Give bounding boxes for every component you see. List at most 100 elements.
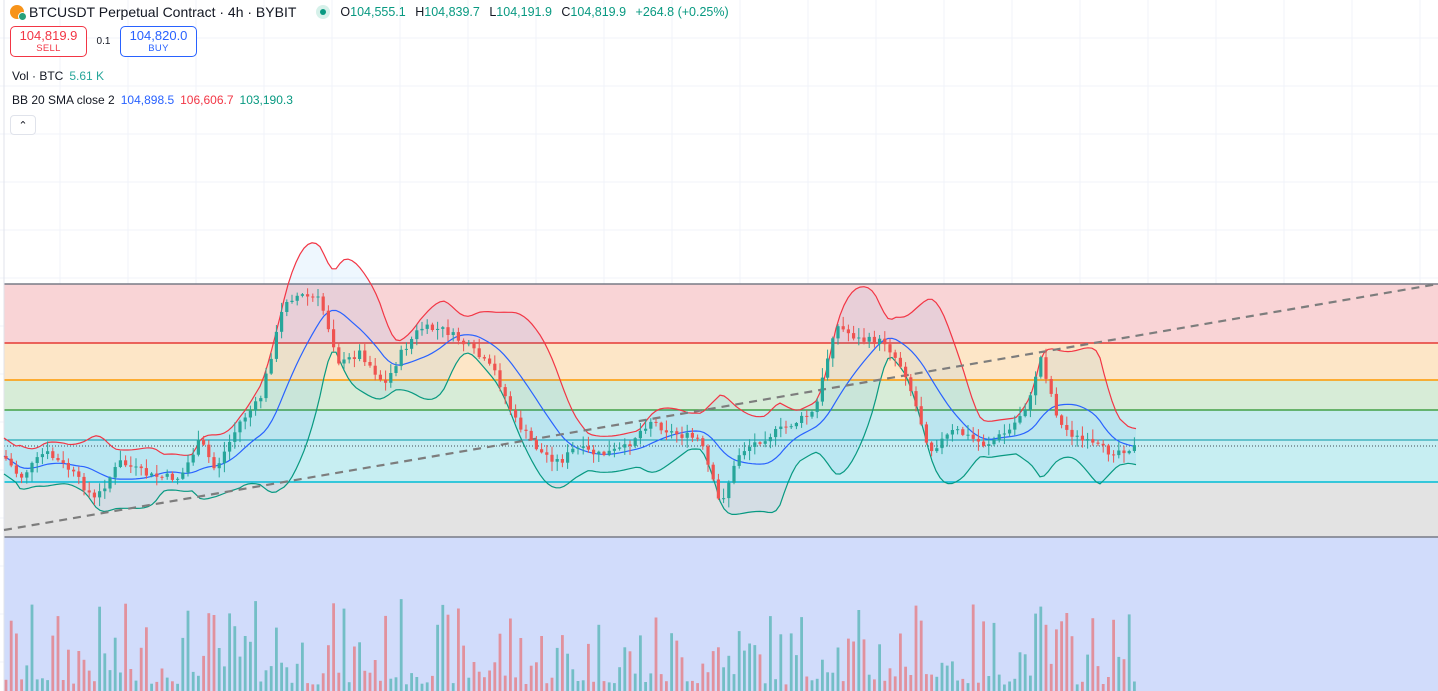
volume-bar	[25, 665, 29, 691]
volume-bar	[4, 679, 8, 691]
zone-orange	[4, 343, 1438, 380]
candle-body	[888, 344, 892, 353]
symbol-title[interactable]: BTCUSDT Perpetual Contract · 4h · BYBIT	[29, 4, 297, 20]
volume-bar	[1112, 619, 1115, 691]
candle-body	[92, 492, 96, 498]
bb-upper-value: 106,606.7	[180, 93, 234, 107]
candle-body	[560, 459, 564, 463]
volume-bar	[420, 683, 424, 691]
candle-body	[831, 338, 835, 359]
volume-bar	[316, 684, 320, 691]
candle-body	[732, 465, 736, 483]
volume-bar	[373, 660, 377, 691]
volume-bar	[659, 674, 663, 691]
bitcoin-logo-icon	[10, 5, 27, 21]
candle-body	[581, 446, 585, 448]
volume-bar	[264, 670, 268, 691]
candle-body	[540, 449, 544, 453]
volume-bar	[82, 659, 86, 691]
volume-bar	[1034, 613, 1037, 691]
volume-bar	[961, 678, 965, 691]
volume-bar	[987, 676, 991, 691]
candle-body	[722, 498, 726, 500]
buy-button[interactable]: 104,820.0 BUY	[120, 26, 197, 57]
bb-upper-line	[3, 242, 1137, 456]
sell-button[interactable]: 104,819.9 SELL	[10, 26, 87, 57]
volume-bar	[763, 683, 767, 691]
candle-body	[820, 377, 824, 402]
collapse-legend-button[interactable]: ⌃	[10, 115, 36, 135]
candle-body	[1106, 445, 1110, 455]
volume-bar	[472, 662, 476, 691]
volume-bar	[529, 665, 533, 691]
volume-bar	[9, 620, 13, 691]
candle-body	[66, 463, 70, 470]
volume-bar	[925, 674, 928, 691]
volume-label: Vol · BTC	[12, 69, 64, 83]
volume-bar	[477, 671, 481, 691]
candle-body	[753, 442, 757, 447]
bb-label: BB 20 SMA close 2	[12, 93, 115, 107]
volume-bar	[555, 647, 559, 691]
candle-body	[680, 434, 684, 438]
volume-bar	[1117, 656, 1121, 691]
volume-bar	[457, 608, 460, 691]
candle-body	[56, 458, 60, 461]
candle-body	[467, 343, 471, 345]
candle-body	[300, 294, 304, 296]
volume-bar	[1091, 618, 1095, 691]
volume-bar	[654, 617, 658, 691]
candle-body	[701, 438, 705, 447]
volume-bar	[1133, 681, 1136, 691]
candle-body	[935, 448, 939, 452]
volume-bar	[883, 680, 887, 691]
candle-body	[35, 457, 39, 463]
bollinger-indicator-legend[interactable]: BB 20 SMA close 2 104,898.5 106,606.7 103,1…	[12, 93, 293, 107]
volume-bar	[841, 681, 845, 691]
volume-bar	[290, 682, 294, 691]
volume-bar	[644, 682, 647, 691]
candle-body	[1117, 450, 1121, 456]
candle-body	[176, 478, 180, 480]
candle-body	[836, 326, 840, 339]
volume-bar	[41, 678, 44, 691]
candle-body	[945, 434, 949, 439]
candle-body	[202, 439, 206, 445]
candle-body	[1065, 425, 1069, 430]
volume-bar	[602, 681, 606, 691]
volume-bar	[124, 603, 127, 691]
candle-body	[940, 438, 944, 449]
candle-body	[690, 432, 694, 438]
volume-bar	[997, 674, 1001, 691]
trend-line[interactable]	[3, 282, 1438, 532]
candle-body	[462, 340, 466, 345]
candle-body	[503, 387, 507, 397]
candle-body	[1008, 429, 1012, 434]
volume-bar	[217, 648, 221, 691]
volume-bar	[243, 636, 247, 691]
candle-body	[1101, 443, 1105, 446]
candle-body	[1044, 357, 1048, 379]
volume-bar	[347, 682, 351, 691]
candle-body	[186, 462, 190, 473]
volume-bar	[1044, 624, 1048, 691]
volume-bars	[4, 599, 1136, 691]
candle-body	[1013, 422, 1017, 430]
volume-bar	[1055, 629, 1058, 691]
candle-body	[498, 370, 502, 388]
candle-body	[1075, 435, 1079, 437]
candle-body	[222, 451, 226, 464]
candle-body	[248, 410, 252, 418]
candle-body	[191, 454, 195, 463]
candle-body	[321, 296, 325, 311]
volume-bar	[56, 616, 60, 691]
volume-bar	[701, 663, 705, 691]
volume-bar	[191, 671, 195, 691]
volume-indicator-legend[interactable]: Vol · BTC 5.61 K	[12, 69, 104, 83]
candle-body	[373, 365, 377, 375]
zone-volume	[4, 537, 1438, 691]
ohlc-values: O104,555.1 H104,839.7 L104,191.9 C104,81…	[340, 5, 729, 19]
candle-body	[742, 451, 746, 456]
volume-bar	[680, 657, 684, 691]
